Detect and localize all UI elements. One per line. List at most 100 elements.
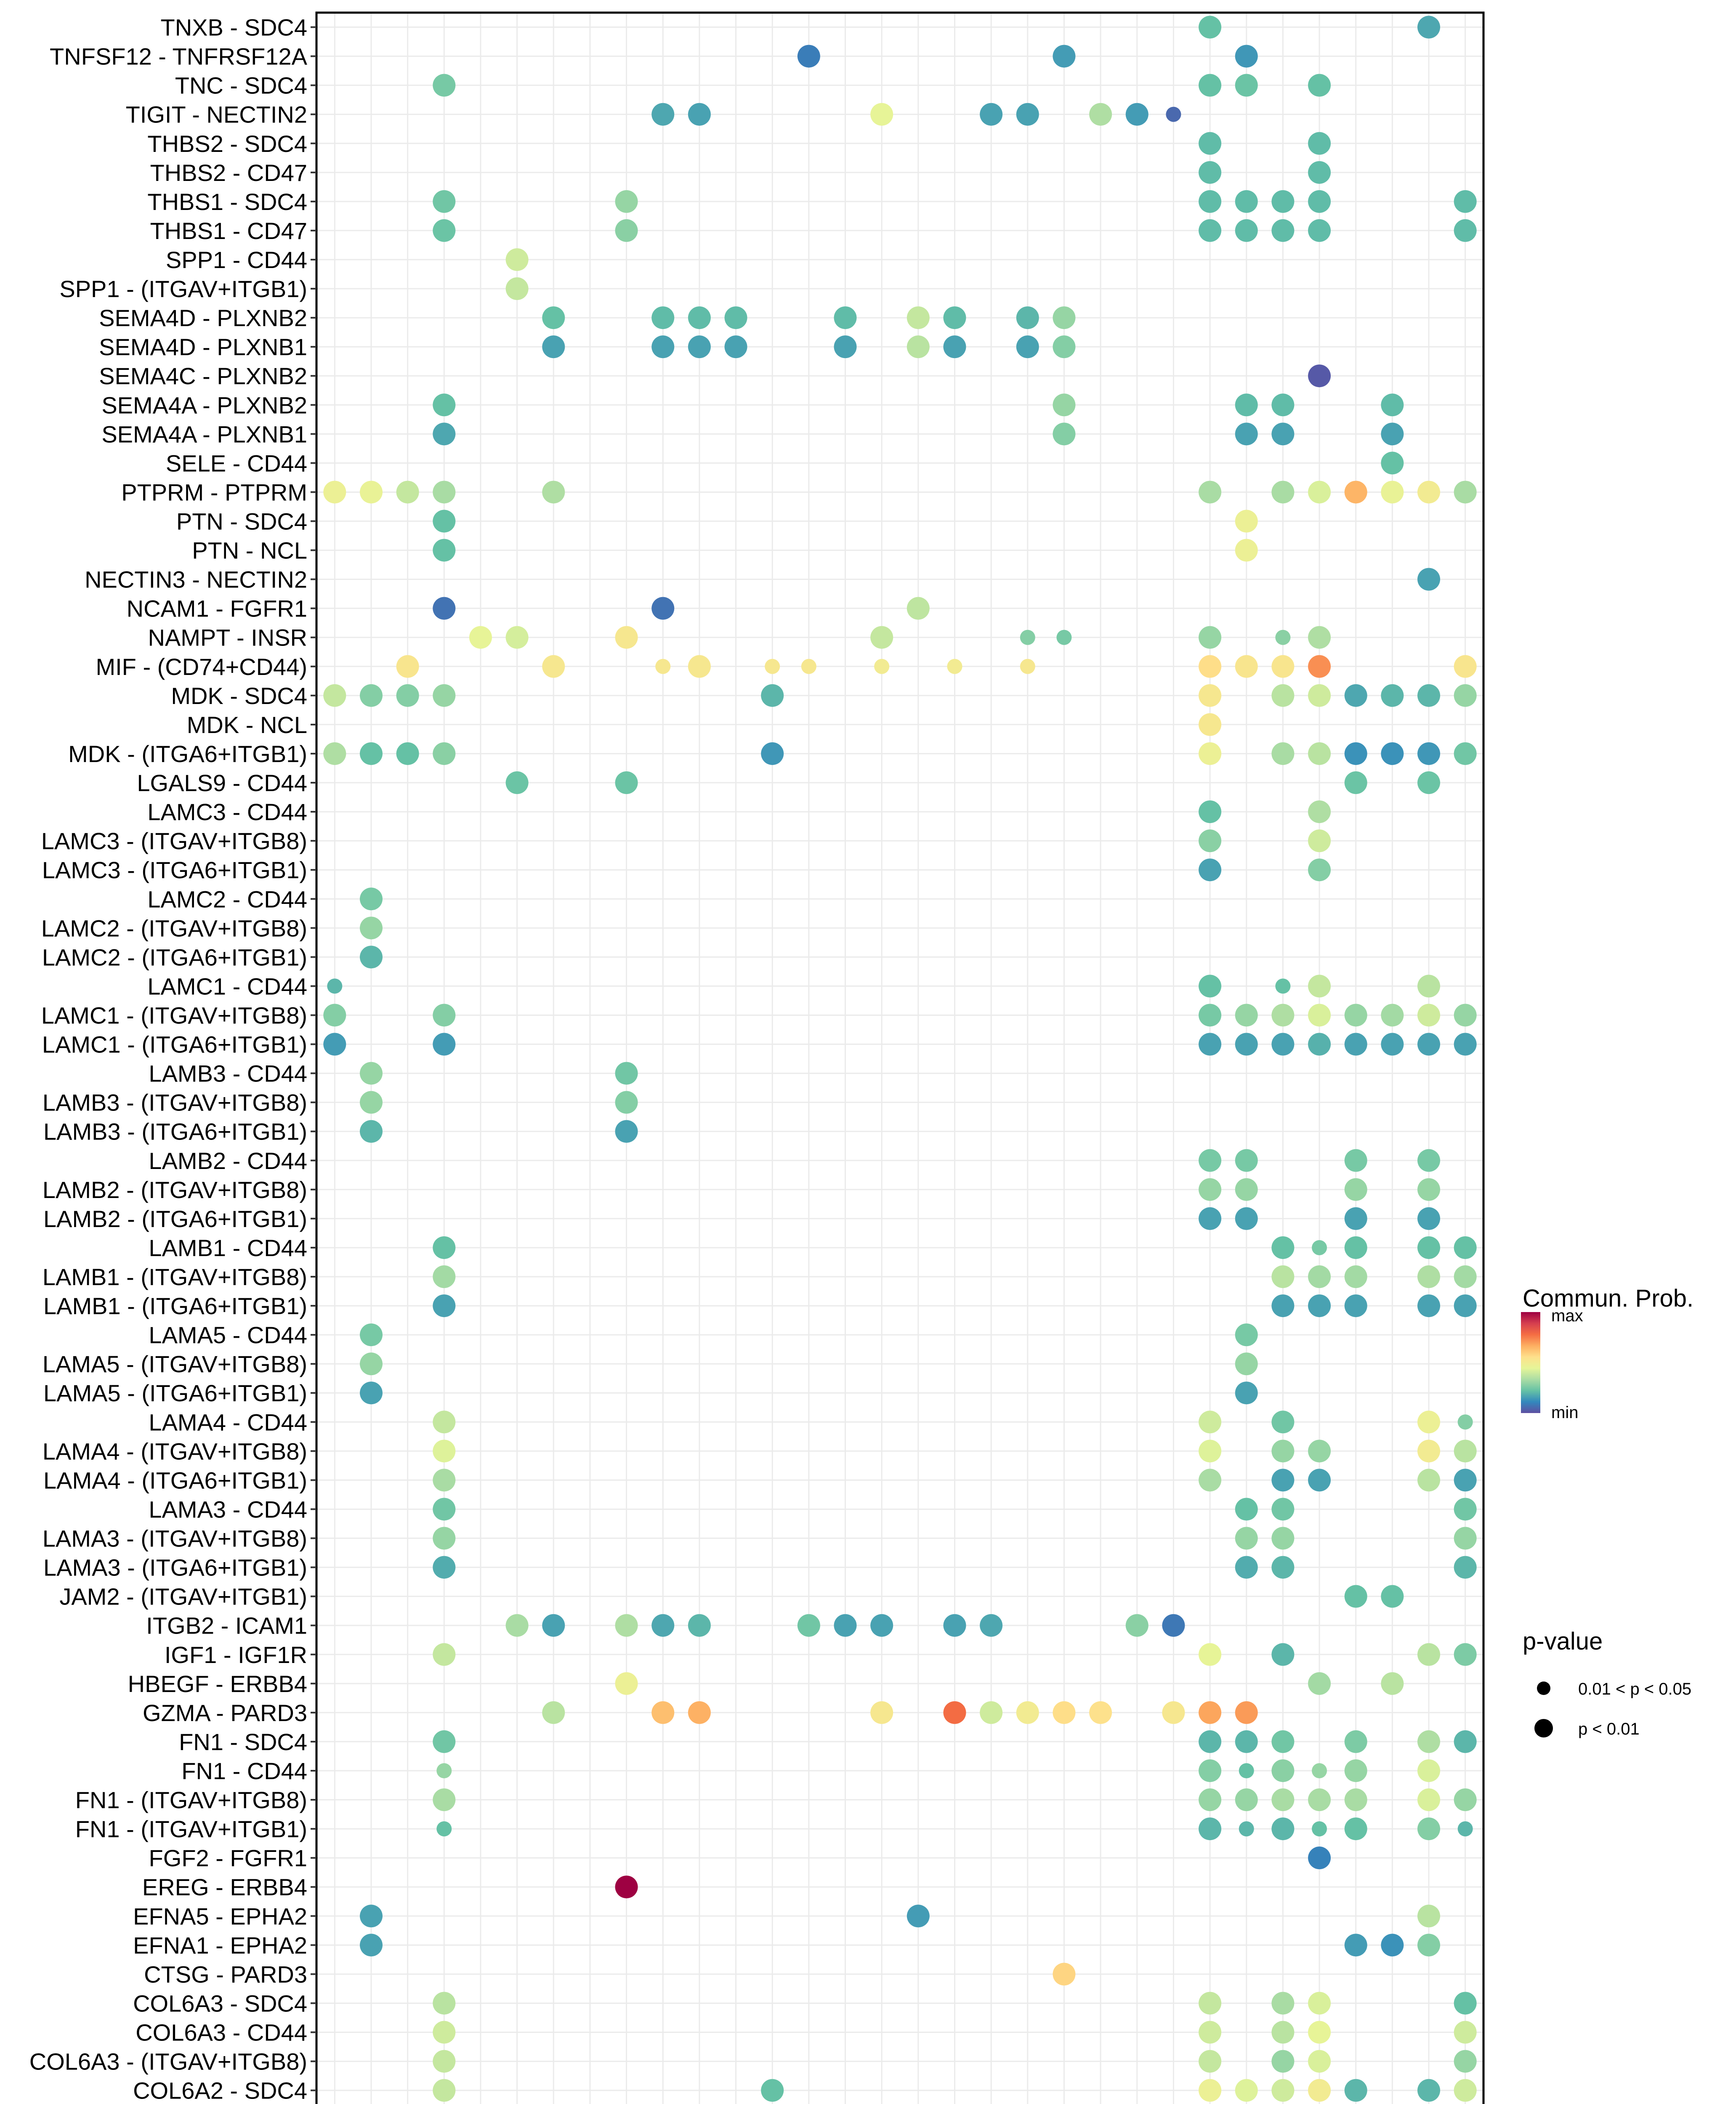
data-point [1417,1759,1441,1782]
data-point [1344,1934,1367,1957]
data-point [505,1614,529,1637]
y-tick-label: COL6A3 - SDC4 [133,1990,307,2016]
data-point [1417,742,1441,765]
data-point [433,1265,456,1288]
data-point [1308,1004,1331,1027]
data-point [1454,2079,1477,2102]
data-point [433,684,456,707]
data-point [651,1701,675,1724]
data-point [1235,1323,1258,1347]
data-point [907,335,930,359]
data-point [1235,422,1258,446]
colorbar-min-label: min [1551,1403,1578,1422]
data-point [651,306,675,329]
data-point [1308,2079,1331,2102]
data-point [1417,1730,1441,1753]
data-point [1053,1963,1076,1986]
data-point [1271,655,1295,678]
y-tick-label: LGALS9 - CD44 [137,770,307,796]
data-point [1417,16,1441,39]
data-point [1235,190,1258,213]
data-point [1312,1763,1327,1778]
data-point [1016,1701,1039,1724]
data-point [1308,2021,1331,2044]
y-tick-label: HBEGF - ERBB4 [128,1671,307,1697]
y-tick-label: LAMB3 - (ITGAV+ITGB8) [43,1089,307,1116]
y-tick-label: LAMB2 - CD44 [149,1148,307,1174]
data-point [1344,1817,1367,1841]
y-tick-label: FN1 - (ITGAV+ITGB8) [75,1787,307,1813]
data-point [1235,1178,1258,1201]
data-point [1417,1294,1441,1318]
data-point [436,1821,452,1837]
data-point [1199,2021,1222,2044]
y-tick-label: LAMC3 - CD44 [147,799,307,825]
data-point [1239,1763,1254,1778]
y-tick-label: COL6A3 - CD44 [136,2019,307,2046]
data-point [1199,1788,1222,1812]
data-point [1235,1498,1258,1521]
y-tick-label: THBS2 - CD47 [150,159,307,186]
y-tick-label: SEMA4A - PLXNB2 [101,392,307,418]
data-point [1199,1701,1222,1724]
data-point [615,1062,638,1085]
y-tick-label: SELE - CD44 [166,450,307,476]
data-point [1271,742,1295,765]
data-point [615,626,638,649]
data-point [1454,1556,1477,1579]
data-point [615,1614,638,1637]
data-point [1308,858,1331,882]
data-point [1271,422,1295,446]
y-tick-label: LAMA3 - CD44 [149,1496,307,1522]
data-point [1454,1730,1477,1753]
data-point [1199,2050,1222,2073]
y-tick-label: LAMC2 - (ITGA6+ITGB1) [42,944,307,970]
data-point [323,1004,346,1027]
data-point [327,978,343,994]
data-point [1199,1759,1222,1782]
data-point [1271,190,1295,213]
data-point [1344,481,1367,504]
data-point [1089,103,1112,126]
y-tick-label: SPP1 - CD44 [166,247,307,273]
data-point [1199,1440,1222,1463]
data-point [1417,1207,1441,1230]
data-point [433,422,456,446]
data-point [542,306,565,329]
y-tick-label: CTSG - PARD3 [144,1961,307,1987]
data-point [1271,1469,1295,1492]
data-point [359,917,383,940]
data-point [1199,975,1222,998]
y-tick-label: EFNA1 - EPHA2 [133,1932,307,1958]
data-point [505,771,529,794]
data-point [1417,1178,1441,1201]
data-point [1239,1821,1254,1837]
data-point [1312,1821,1327,1837]
panel-background [316,13,1483,2104]
data-point [1344,1178,1367,1201]
y-tick-label: NCAM1 - FGFR1 [127,595,307,622]
data-point [433,510,456,533]
data-point [505,626,529,649]
data-point [359,1062,383,1085]
y-tick-label: MDK - NCL [187,712,307,738]
data-point [651,103,675,126]
panel-border [315,11,1485,2104]
data-point [1381,452,1404,475]
data-point [1053,45,1076,68]
data-point [615,1091,638,1114]
data-point [615,1120,638,1143]
data-point [1308,190,1331,213]
data-point [1199,626,1222,649]
data-point [651,597,675,620]
data-point [433,1033,456,1056]
data-point [1199,1817,1222,1841]
data-point [761,742,784,765]
data-point [1199,1178,1222,1201]
data-point [1344,1207,1367,1230]
data-point [1454,1992,1477,2015]
data-point [1235,393,1258,417]
data-point [1417,1033,1441,1056]
data-point [1308,1265,1331,1288]
